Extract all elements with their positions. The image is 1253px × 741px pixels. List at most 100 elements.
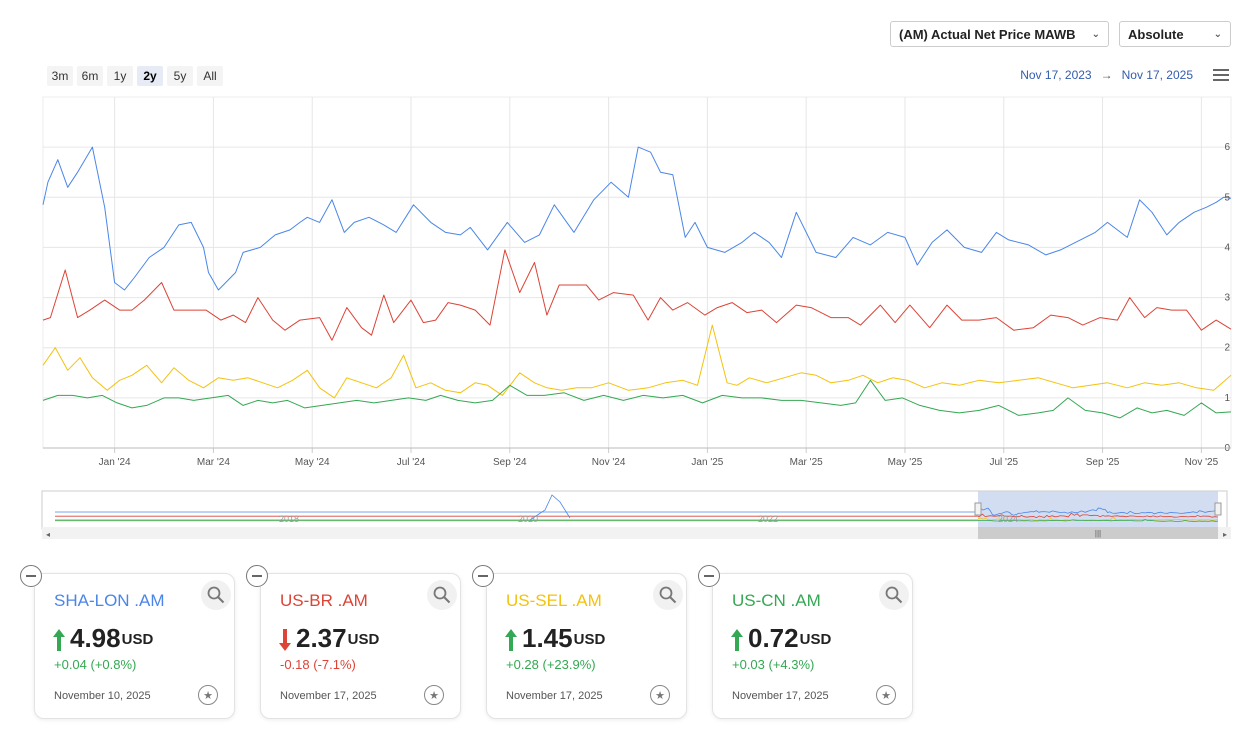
arrow-down-icon [278,628,292,652]
remove-series-button[interactable] [698,565,720,587]
search-button[interactable] [201,580,231,610]
card-value: 4.98 [70,623,121,653]
navigator[interactable]: 2018 2020 2022 2024 ||| ◂ ▸ [41,490,1231,539]
card-title[interactable]: US-BR .AM [280,591,368,610]
minus-icon [704,575,714,577]
navigator-handle-left[interactable] [974,502,982,516]
range-button-all[interactable]: All [197,66,223,86]
navigator-year-label: 2020 [518,514,538,524]
card-unit: USD [799,631,832,648]
range-button-2y[interactable]: 2y [137,66,163,86]
card-value: 1.45 [522,623,573,653]
card-change: +0.03 (+4.3%) [732,657,815,672]
mode-select[interactable]: Absolute ⌄ [1119,21,1231,47]
x-tick-label: Mar '24 [197,457,230,468]
card-change: -0.18 (-7.1%) [280,657,356,672]
menu-icon[interactable] [1213,69,1229,81]
scroll-left-arrow[interactable]: ◂ [46,530,50,539]
card-change: +0.28 (+23.9%) [506,657,596,672]
remove-series-button[interactable] [472,565,494,587]
y-tick-label: 5 [1224,192,1230,203]
series-line-us-sel-am[interactable] [42,324,1232,399]
star-icon[interactable]: ★ [650,685,670,705]
metric-select[interactable]: (AM) Actual Net Price MAWB ⌄ [890,21,1109,47]
search-icon [659,586,677,604]
x-tick-label: Nov '24 [592,457,626,468]
chevron-down-icon: ⌄ [1213,28,1222,40]
search-icon [207,586,225,604]
x-tick-label: May '24 [295,457,330,468]
series-line-sha-lon-am[interactable] [42,146,1232,291]
date-from[interactable]: Nov 17, 2023 [1020,68,1092,82]
card-date: November 17, 2025 [506,690,603,702]
search-button[interactable] [879,580,909,610]
search-icon [885,586,903,604]
x-tick-label: Jan '25 [691,457,723,468]
arrow-up-icon [52,628,66,652]
series-card[interactable]: US-BR .AM 2.37 USD -0.18 (-7.1%) Novembe… [246,565,461,719]
star-icon[interactable]: ★ [424,685,444,705]
range-button-6m[interactable]: 6m [77,66,103,86]
navigator-year-label: 2022 [758,514,778,524]
top-controls: (AM) Actual Net Price MAWB ⌄ Absolute ⌄ [890,21,1231,47]
card-title[interactable]: SHA-LON .AM [54,591,165,610]
x-tick-label: May '25 [888,457,923,468]
card-date: November 17, 2025 [280,690,377,702]
series-card[interactable]: US-CN .AM 0.72 USD +0.03 (+4.3%) Novembe… [698,565,913,719]
x-tick-label: Jul '24 [397,457,426,468]
navigator-scrollbar[interactable] [42,527,1231,539]
card-price: 1.45 USD [504,624,605,652]
navigator-labels: 2018 2020 2022 2024 [279,514,1018,524]
navigator-year-label: 2018 [279,514,299,524]
y-tick-label: 3 [1224,293,1230,304]
x-tick-label: Jul '25 [989,457,1018,468]
date-range-arrow: → [1100,68,1113,82]
navigator-handle-right[interactable] [1214,502,1222,516]
range-button-1y[interactable]: 1y [107,66,133,86]
remove-series-button[interactable] [20,565,42,587]
arrow-up-icon [504,628,518,652]
minus-icon [252,575,262,577]
date-to[interactable]: Nov 17, 2025 [1121,68,1193,82]
star-icon[interactable]: ★ [876,685,896,705]
navigator-series-line [977,512,1219,519]
star-icon[interactable]: ★ [198,685,218,705]
y-tick-label: 4 [1224,242,1230,253]
navigator-series-line [977,516,1219,521]
y-tick-label: 2 [1224,343,1230,354]
card-date: November 10, 2025 [54,690,151,702]
card-price: 2.37 USD [278,624,379,652]
search-button[interactable] [653,580,683,610]
series-card[interactable]: US-SEL .AM 1.45 USD +0.28 (+23.9%) Novem… [472,565,687,719]
series-line-us-cn-am[interactable] [42,379,1232,419]
grid [42,96,1232,449]
range-button-5y[interactable]: 5y [167,66,193,86]
card-unit: USD [347,631,380,648]
series-card[interactable]: SHA-LON .AM 4.98 USD +0.04 (+0.8%) Novem… [20,565,235,719]
chevron-down-icon: ⌄ [1091,28,1100,40]
search-button[interactable] [427,580,457,610]
y-tick-label: 6 [1224,142,1230,153]
series-line-us-br-am[interactable] [42,249,1232,341]
card-title[interactable]: US-CN .AM [732,591,821,610]
scrollbar-grip: ||| [1095,529,1101,538]
card-value: 0.72 [748,623,799,653]
navigator-series-line [977,507,1218,516]
range-selector: 3m 6m 1y 2y 5y All [47,66,223,86]
date-range: Nov 17, 2023 → Nov 17, 2025 [1020,68,1193,82]
x-tick-label: Nov '25 [1185,457,1219,468]
remove-series-button[interactable] [246,565,268,587]
x-tick-label: Sep '24 [493,457,527,468]
search-icon [433,586,451,604]
range-button-3m[interactable]: 3m [47,66,73,86]
x-tick-label: Jan '24 [99,457,131,468]
minus-icon [26,575,36,577]
card-price: 4.98 USD [52,624,153,652]
navigator-scrollbar-thumb[interactable] [978,527,1218,539]
navigator-selection[interactable] [978,491,1218,529]
scroll-right-arrow[interactable]: ▸ [1223,530,1227,539]
card-title[interactable]: US-SEL .AM [506,591,602,610]
arrow-up-icon [730,628,744,652]
